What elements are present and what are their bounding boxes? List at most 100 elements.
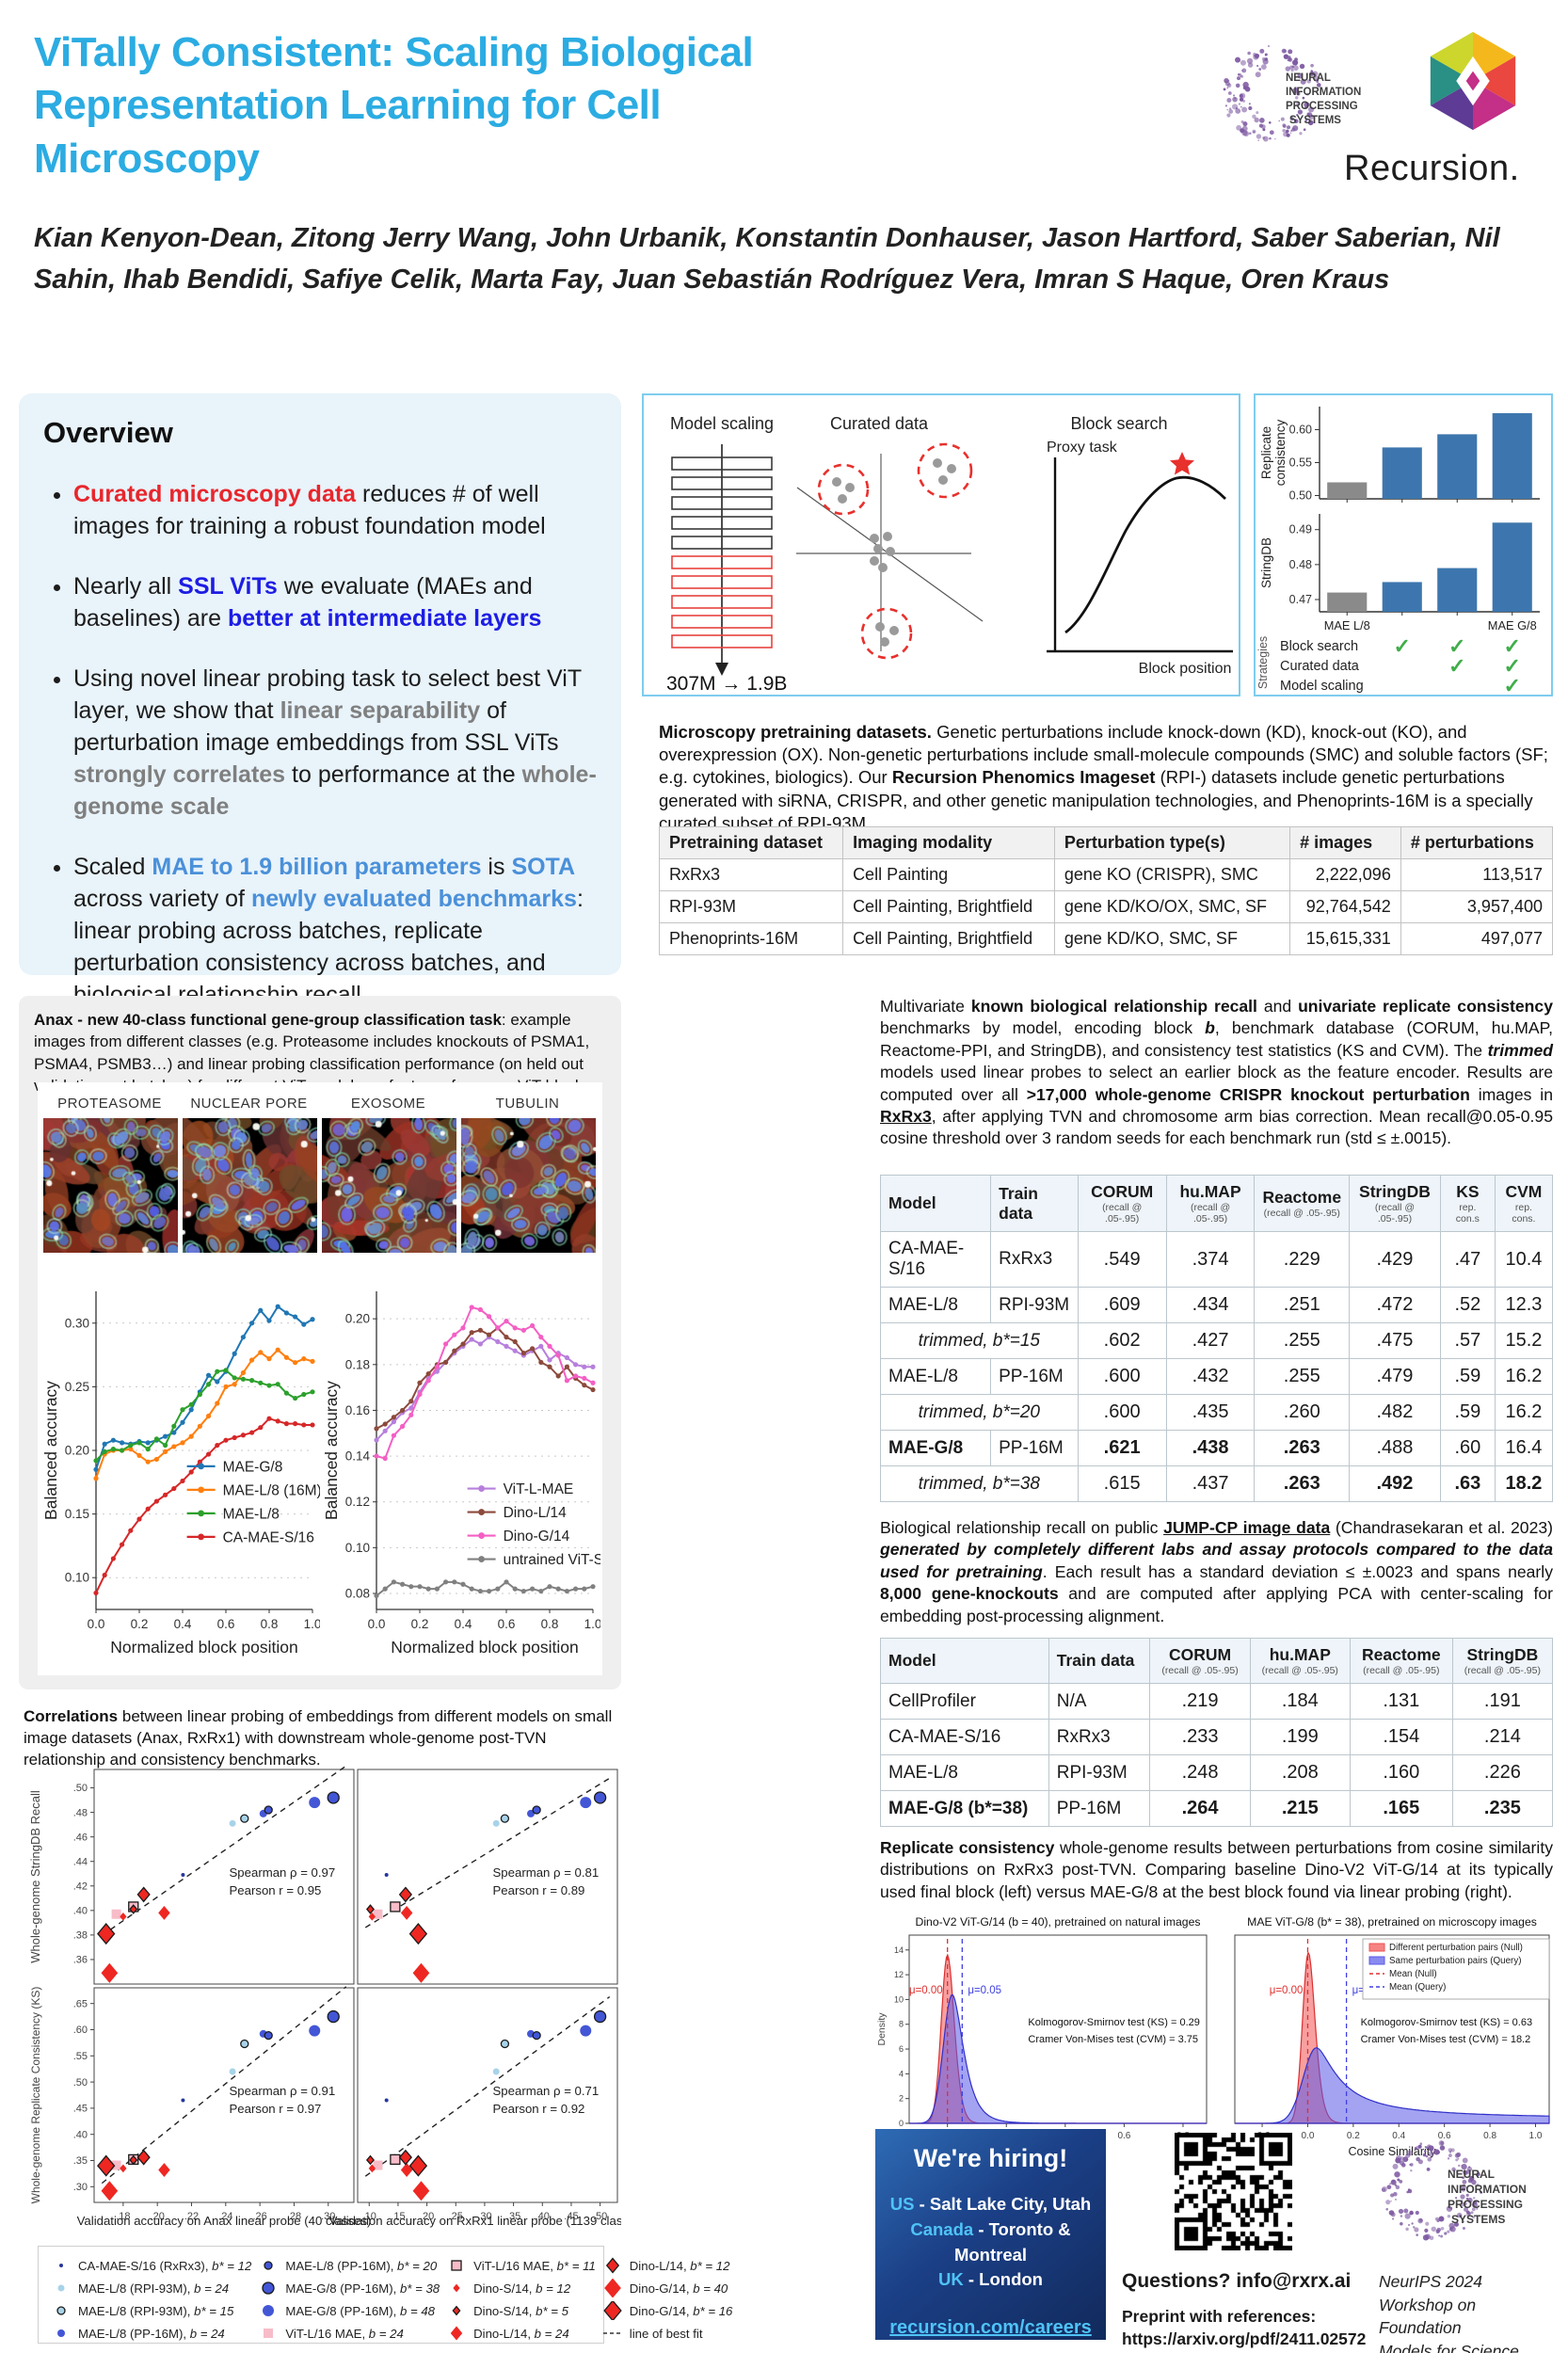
legend-item: Dino-S/14, b = 12	[445, 2279, 596, 2297]
careers-link[interactable]: recursion.com/careers	[889, 2317, 1092, 2339]
svg-text:.42: .42	[73, 1881, 88, 1892]
recursion-wordmark: Recursion.	[1344, 149, 1520, 188]
svg-text:0.20: 0.20	[65, 1444, 89, 1458]
strategies-checklist: Strategies Block search ✓ ✓ ✓ Curated data ✓ ✓ M…	[1256, 632, 1549, 697]
svg-text:.60: .60	[73, 2025, 88, 2036]
svg-text:6: 6	[899, 2044, 904, 2054]
svg-text:Spearman ρ = 0.81: Spearman ρ = 0.81	[493, 1865, 600, 1880]
svg-text:.20: .20	[420, 2211, 434, 2222]
svg-text:NEURAL: NEURAL	[1286, 72, 1331, 84]
svg-text:.35: .35	[506, 2211, 520, 2222]
svg-text:.30: .30	[321, 2211, 335, 2222]
pretraining-caption: Microscopy pretraining datasets. Genetic…	[659, 722, 1548, 833]
benchmark-caption-3: Replicate consistency whole-genome resul…	[880, 1838, 1553, 1901]
svg-text:Balanced accuracy: Balanced accuracy	[322, 1381, 341, 1520]
benchmark-table-2: Model Train data CORUM (recall @ .05-.95) hu…	[880, 1638, 1554, 1827]
svg-text:μ=0.00: μ=0.00	[1270, 1985, 1304, 1996]
preprint-url[interactable]: https://arxiv.org/pdf/2411.02572	[1122, 2329, 1367, 2348]
svg-text:✓: ✓	[1394, 634, 1411, 658]
svg-text:0.50: 0.50	[1289, 489, 1312, 503]
svg-text:μ=0.00: μ=0.00	[909, 1985, 943, 1996]
svg-text:1.0: 1.0	[1529, 2131, 1543, 2141]
svg-text:Strategies: Strategies	[1257, 636, 1270, 689]
table-row: trimmed, b*=20.600.435.260.482.59 16.2	[880, 1394, 1554, 1431]
anax-figure-card: PROTEASOME NUCLEAR PORE EXOSOME TUBULIN …	[38, 1082, 603, 1675]
density-plot-dino: Dino-V2 ViT-G/14 (b = 40), pretrained on…	[873, 1913, 1214, 2165]
svg-text:Model scaling: Model scaling	[670, 414, 774, 433]
neurips-swirl-icon	[1223, 44, 1321, 142]
svg-text:0.4: 0.4	[174, 1617, 192, 1631]
svg-text:0.14: 0.14	[345, 1449, 371, 1464]
svg-text:.44: .44	[73, 1856, 88, 1867]
svg-text:.35: .35	[73, 2155, 88, 2167]
svg-text:0.0: 0.0	[1301, 2131, 1314, 2141]
svg-text:.55: .55	[73, 2051, 88, 2062]
svg-text:Mean (Query): Mean (Query)	[1389, 1982, 1446, 1993]
svg-text:.26: .26	[252, 2211, 266, 2222]
overview-bullet: Using novel linear probing task to selec…	[73, 663, 597, 823]
microscopy-image-nuclear-pore	[183, 1118, 317, 1253]
svg-text:0.49: 0.49	[1289, 523, 1312, 536]
svg-text:.45: .45	[564, 2211, 578, 2222]
svg-text:✓: ✓	[1448, 634, 1465, 658]
table-row: trimmed, b*=15.602.427.255.475.57 15.2	[880, 1322, 1554, 1359]
legend-item: MAE-L/8 (RPI-93M), b = 24	[50, 2279, 251, 2297]
legend-item: MAE-G/8 (PP-16M), b* = 38	[257, 2279, 440, 2297]
svg-text:0.2: 0.2	[1347, 2131, 1360, 2141]
svg-text:✓: ✓	[1448, 654, 1465, 678]
svg-text:Replicate: Replicate	[1259, 426, 1273, 479]
svg-text:1.0: 1.0	[304, 1617, 320, 1631]
contact-block: Questions? info@rxrx.ai Preprint with re…	[1122, 2270, 1367, 2350]
authors: Kian Kenyon-Dean, Zitong Jerry Wang, Joh…	[34, 223, 1500, 295]
legend-item: MAE-L/8 (PP-16M), b* = 20	[257, 2256, 440, 2275]
svg-text:0.60: 0.60	[1289, 424, 1312, 437]
workshop-label: NeurIPS 2024 Workshop on Foundation Mode…	[1379, 2272, 1519, 2353]
svg-text:ViT-L-MAE: ViT-L-MAE	[504, 1481, 574, 1497]
svg-text:307M → 1.9B: 307M → 1.9B	[666, 673, 787, 695]
svg-text:.36: .36	[73, 1955, 88, 1966]
benchmark-caption-1: Multivariate known biological relationsh…	[880, 997, 1554, 1148]
correlation-scatter-grid: .36 .38 .40 .42 .44 .46 .48 .50 Spearman ρ = 0.9…	[26, 1762, 646, 2233]
svg-text:.20: .20	[151, 2211, 165, 2222]
svg-text:.45: .45	[73, 2104, 88, 2115]
svg-text:PROCESSING: PROCESSING	[1448, 2198, 1523, 2211]
table-row: CellProfiler N/A .219.184.131.191	[880, 1683, 1554, 1720]
svg-text:Kolmogorov-Smirnov test (KS): Kolmogorov-Smirnov test (KS) = 0.29	[1028, 2017, 1200, 2028]
svg-text:Density: Density	[876, 2012, 888, 2046]
svg-text:2: 2	[899, 2094, 904, 2104]
svg-text:Spearman ρ = 0.97: Spearman ρ = 0.97	[230, 1865, 336, 1880]
svg-text:0.8: 0.8	[1483, 2131, 1496, 2141]
legend-item: Dino-S/14, b* = 5	[445, 2301, 596, 2320]
neurips-logo: NEURAL INFORMATION PROCESSING SYSTEMS	[1214, 28, 1402, 160]
table-row: MAE-L/8 RPI-93M .609.434.251.472.52 12.3	[879, 1287, 1554, 1323]
svg-text:Kolmogorov-Smirnov test (KS): Kolmogorov-Smirnov test (KS) = 0.63	[1361, 2017, 1533, 2028]
svg-text:.46: .46	[73, 1832, 88, 1843]
svg-text:Balanced accuracy: Balanced accuracy	[41, 1381, 60, 1520]
overview-bullet: Scaled MAE to 1.9 billion parameters is …	[73, 851, 597, 1011]
svg-text:12: 12	[894, 1970, 904, 1979]
svg-text:.22: .22	[184, 2211, 199, 2222]
block-search-icon: Proxy task Block position	[1047, 440, 1233, 677]
svg-text:10: 10	[894, 1994, 904, 2004]
svg-text:0.0: 0.0	[368, 1617, 386, 1631]
svg-text:0.6: 0.6	[1117, 2131, 1130, 2141]
microscopy-image-tubulin	[461, 1118, 596, 1253]
svg-text:StringDB: StringDB	[1259, 537, 1273, 588]
hiring-location-us: US - Salt Lake City, Utah	[889, 2194, 1092, 2214]
recursion-hexagon-icon	[1416, 19, 1529, 143]
svg-text:0.10: 0.10	[65, 1571, 89, 1585]
svg-text:Curated data: Curated data	[830, 414, 929, 433]
svg-text:Pearson r = 0.97: Pearson r = 0.97	[230, 2102, 322, 2116]
svg-text:4: 4	[899, 2069, 904, 2078]
svg-text:Cramer Von-Mises test (CVM) =: Cramer Von-Mises test (CVM) = 3.75	[1028, 2034, 1198, 2045]
svg-text:NEURAL: NEURAL	[1448, 2168, 1495, 2181]
legend-item: Dino-L/14, b* = 12	[601, 2256, 733, 2275]
overview-bullet: Nearly all SSL ViTs we evaluate (MAEs an…	[73, 570, 597, 634]
svg-text:Whole-genome StringDB Recall: Whole-genome StringDB Recall	[28, 1790, 42, 1963]
hiring-location-uk: UK - London	[938, 2269, 1043, 2290]
overview-panel: Overview Curated microscopy data reduces…	[19, 393, 621, 1008]
svg-text:0.6: 0.6	[1438, 2131, 1451, 2141]
svg-text:MAE-G/8: MAE-G/8	[223, 1459, 283, 1475]
svg-text:INFORMATION: INFORMATION	[1286, 87, 1361, 98]
curated-data-icon	[796, 442, 984, 660]
